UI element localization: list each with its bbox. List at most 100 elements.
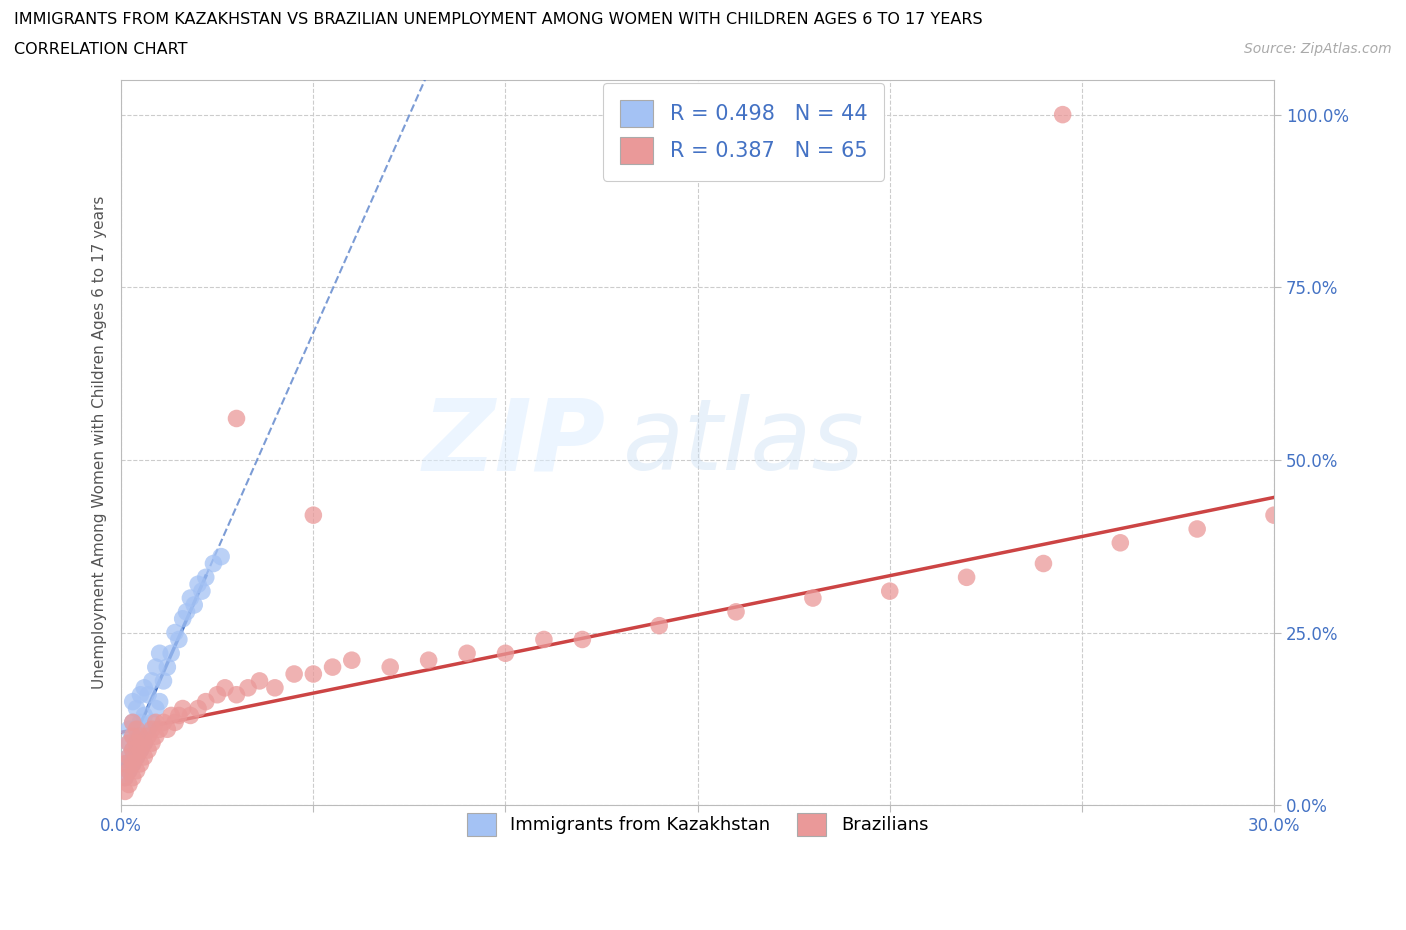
Point: [129, 687, 152, 702]
Point: [141, 736, 163, 751]
Point: [121, 729, 143, 744]
Point: [121, 715, 143, 730]
Point: [249, 673, 271, 688]
Point: [149, 645, 172, 660]
Point: [141, 673, 163, 688]
Point: [121, 742, 143, 757]
Point: [121, 729, 143, 744]
Point: [152, 673, 174, 688]
Point: [136, 722, 159, 737]
Point: [118, 750, 141, 764]
Point: [118, 736, 141, 751]
Point: [121, 742, 143, 757]
Text: Source: ZipAtlas.com: Source: ZipAtlas.com: [1244, 42, 1392, 56]
Point: [1032, 556, 1054, 571]
Point: [418, 653, 440, 668]
Point: [136, 687, 159, 702]
Point: [125, 750, 148, 764]
Point: [191, 584, 214, 599]
Point: [156, 659, 179, 674]
Point: [136, 729, 159, 744]
Point: [725, 604, 748, 619]
Point: [121, 756, 143, 771]
Point: [134, 681, 156, 696]
Point: [145, 729, 167, 744]
Point: [648, 618, 671, 633]
Point: [134, 750, 156, 764]
Point: [114, 756, 136, 771]
Point: [141, 715, 163, 730]
Point: [125, 722, 148, 737]
Point: [1052, 107, 1074, 122]
Point: [118, 764, 141, 778]
Point: [380, 659, 402, 674]
Point: [495, 645, 517, 660]
Point: [125, 736, 148, 751]
Point: [121, 756, 143, 771]
Point: [1109, 536, 1132, 551]
Point: [118, 750, 141, 764]
Point: [125, 750, 148, 764]
Point: [801, 591, 824, 605]
Text: IMMIGRANTS FROM KAZAKHSTAN VS BRAZILIAN UNEMPLOYMENT AMONG WOMEN WITH CHILDREN A: IMMIGRANTS FROM KAZAKHSTAN VS BRAZILIAN …: [14, 12, 983, 27]
Point: [129, 742, 152, 757]
Point: [167, 632, 190, 647]
Point: [121, 770, 143, 785]
Point: [114, 784, 136, 799]
Text: ZIP: ZIP: [422, 394, 606, 491]
Point: [156, 722, 179, 737]
Point: [340, 653, 363, 668]
Point: [207, 687, 229, 702]
Point: [194, 570, 217, 585]
Point: [456, 645, 478, 660]
Point: [302, 508, 325, 523]
Point: [283, 667, 305, 682]
Point: [129, 729, 152, 744]
Point: [183, 597, 205, 612]
Point: [187, 577, 209, 591]
Point: [145, 701, 167, 716]
Point: [179, 591, 201, 605]
Point: [1263, 508, 1285, 523]
Point: [125, 701, 148, 716]
Point: [118, 777, 141, 792]
Point: [163, 715, 186, 730]
Point: [129, 742, 152, 757]
Point: [121, 715, 143, 730]
Text: CORRELATION CHART: CORRELATION CHART: [14, 42, 187, 57]
Point: [172, 611, 194, 626]
Point: [194, 694, 217, 709]
Point: [118, 764, 141, 778]
Point: [176, 604, 198, 619]
Point: [264, 681, 287, 696]
Point: [179, 708, 201, 723]
Point: [152, 715, 174, 730]
Point: [1185, 522, 1208, 537]
Point: [322, 659, 344, 674]
Point: [125, 736, 148, 751]
Point: [214, 681, 236, 696]
Point: [134, 736, 156, 751]
Point: [187, 701, 209, 716]
Point: [134, 708, 156, 723]
Point: [163, 625, 186, 640]
Point: [160, 645, 183, 660]
Point: [302, 667, 325, 682]
Point: [533, 632, 555, 647]
Point: [149, 694, 172, 709]
Point: [955, 570, 977, 585]
Point: [571, 632, 593, 647]
Point: [145, 659, 167, 674]
Point: [172, 701, 194, 716]
Point: [149, 722, 172, 737]
Point: [225, 687, 247, 702]
Point: [129, 729, 152, 744]
Point: [114, 770, 136, 785]
Point: [129, 715, 152, 730]
Text: atlas: atlas: [623, 394, 865, 491]
Point: [209, 550, 232, 565]
Point: [134, 736, 156, 751]
Point: [121, 694, 143, 709]
Point: [118, 736, 141, 751]
Point: [129, 756, 152, 771]
